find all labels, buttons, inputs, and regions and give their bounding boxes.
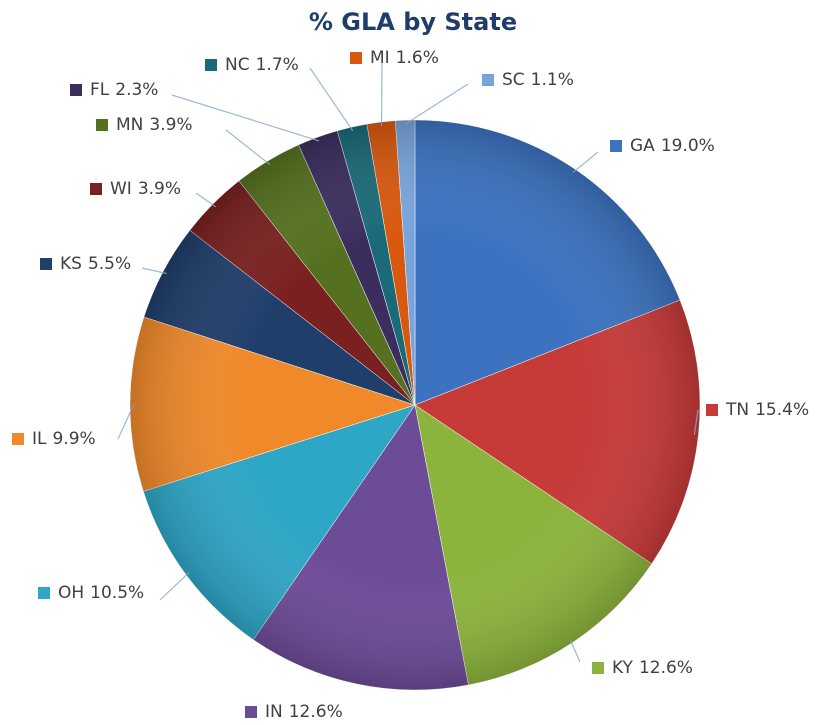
category-label: GA bbox=[630, 136, 655, 156]
leader-line bbox=[159, 571, 190, 601]
legend-swatch bbox=[482, 74, 494, 86]
leader-line bbox=[225, 129, 271, 165]
value-label: 15.4% bbox=[755, 400, 809, 420]
category-label: SC bbox=[502, 70, 525, 90]
value-label: 3.9% bbox=[138, 179, 181, 199]
legend-swatch bbox=[205, 59, 217, 71]
category-label: IN bbox=[265, 702, 283, 722]
data-label: WI 3.9% bbox=[110, 179, 181, 199]
value-label: 2.3% bbox=[115, 80, 158, 100]
leader-line bbox=[171, 94, 320, 142]
legend-swatch bbox=[706, 404, 718, 416]
data-label: KS 5.5% bbox=[60, 254, 131, 274]
legend-swatch bbox=[70, 84, 82, 96]
legend-swatch bbox=[38, 587, 50, 599]
category-label: MN bbox=[116, 115, 143, 135]
leader-line bbox=[141, 267, 167, 275]
data-label: IL 9.9% bbox=[32, 429, 96, 449]
legend-swatch bbox=[610, 140, 622, 152]
legend-swatch bbox=[40, 258, 52, 270]
data-label: FL 2.3% bbox=[90, 80, 158, 100]
data-label: GA 19.0% bbox=[630, 136, 715, 156]
data-label: MI 1.6% bbox=[370, 48, 439, 68]
value-label: 12.6% bbox=[289, 702, 343, 722]
value-label: 3.9% bbox=[149, 115, 192, 135]
value-label: 9.9% bbox=[53, 429, 96, 449]
category-label: MI bbox=[370, 48, 390, 68]
value-label: 12.6% bbox=[639, 658, 693, 678]
data-label: OH 10.5% bbox=[58, 583, 144, 603]
category-label: FL bbox=[90, 80, 110, 100]
value-label: 1.6% bbox=[396, 48, 439, 68]
category-label: TN bbox=[725, 400, 749, 420]
legend-swatch bbox=[350, 52, 362, 64]
value-label: 5.5% bbox=[88, 254, 131, 274]
legend-swatch bbox=[592, 662, 604, 674]
data-label: TN 15.4% bbox=[725, 400, 809, 420]
value-label: 19.0% bbox=[661, 136, 715, 156]
legend-swatch bbox=[245, 706, 257, 718]
leader-line bbox=[404, 83, 469, 125]
leader-line bbox=[309, 67, 354, 132]
legend-swatch bbox=[96, 119, 108, 131]
data-label: SC 1.1% bbox=[502, 70, 574, 90]
data-label: MN 3.9% bbox=[116, 115, 193, 135]
leader-line bbox=[569, 639, 581, 663]
legend-swatch bbox=[12, 433, 24, 445]
value-label: 1.1% bbox=[531, 70, 574, 90]
leader-line bbox=[195, 192, 217, 208]
category-label: WI bbox=[110, 179, 132, 199]
data-label: NC 1.7% bbox=[225, 55, 299, 75]
leader-line bbox=[572, 151, 599, 174]
category-label: KS bbox=[60, 254, 82, 274]
data-label: KY 12.6% bbox=[612, 658, 693, 678]
category-label: IL bbox=[32, 429, 47, 449]
data-label: IN 12.6% bbox=[265, 702, 343, 722]
category-label: KY bbox=[612, 658, 634, 678]
value-label: 10.5% bbox=[90, 583, 144, 603]
category-label: NC bbox=[225, 55, 250, 75]
category-label: OH bbox=[58, 583, 84, 603]
legend-swatch bbox=[90, 183, 102, 195]
chart-title: % GLA by State bbox=[309, 8, 517, 36]
value-label: 1.7% bbox=[256, 55, 299, 75]
